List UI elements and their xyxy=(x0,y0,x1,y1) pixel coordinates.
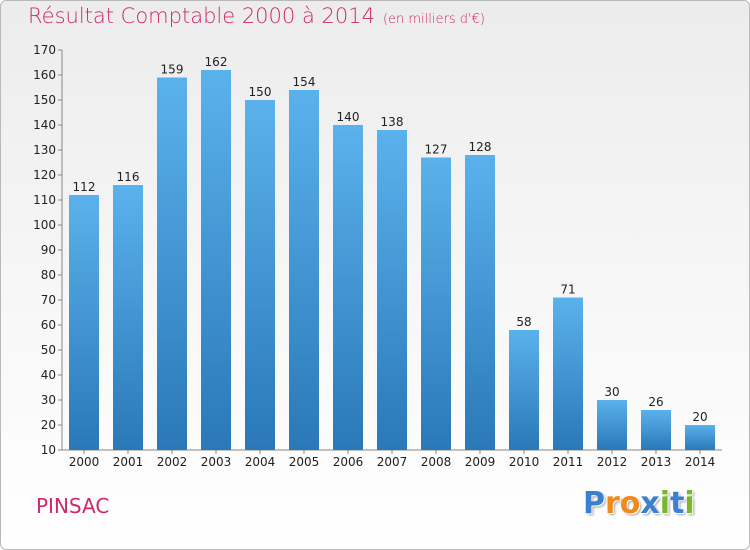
chart-subtitle: (en milliers d'€) xyxy=(382,12,485,27)
data-label: 140 xyxy=(337,110,360,124)
x-tick-label: 2001 xyxy=(113,455,144,469)
data-label: 159 xyxy=(161,63,184,77)
x-tick-label: 2003 xyxy=(201,455,232,469)
logo-letter: i xyxy=(684,486,695,521)
bars xyxy=(69,70,715,450)
chart-title: Résultat Comptable 2000 à 2014 (en millie… xyxy=(28,4,485,28)
bar-2007 xyxy=(377,130,407,450)
y-tick-label: 90 xyxy=(41,243,56,257)
x-tick-label: 2005 xyxy=(289,455,320,469)
y-tick-label: 170 xyxy=(33,43,56,57)
y-tick-label: 160 xyxy=(33,68,56,82)
x-tick-label: 2004 xyxy=(245,455,276,469)
logo-letter: o xyxy=(619,486,641,521)
value-labels: 112 116 159 162 150 154 140 138 127 128 58 71 30 26 20 xyxy=(73,55,708,424)
y-tick-label: 130 xyxy=(33,143,56,157)
y-tick-label: 140 xyxy=(33,118,56,132)
data-label: 154 xyxy=(293,75,316,89)
x-tick-label: 2008 xyxy=(421,455,452,469)
data-label: 150 xyxy=(249,85,272,99)
y-tick-label: 80 xyxy=(41,268,56,282)
x-tick-label: 2006 xyxy=(333,455,364,469)
logo-letter: i xyxy=(659,486,671,521)
bar-2004 xyxy=(245,100,275,450)
bar-2000 xyxy=(69,195,99,450)
data-label: 26 xyxy=(648,395,663,409)
y-tick-label: 20 xyxy=(41,418,56,432)
y-tick-label: 70 xyxy=(41,293,56,307)
data-label: 128 xyxy=(469,140,492,154)
x-tick-label: 2007 xyxy=(377,455,408,469)
x-tick-label: 2010 xyxy=(509,455,540,469)
bar-2006 xyxy=(333,125,363,450)
data-label: 116 xyxy=(117,170,140,184)
town-name: PINSAC xyxy=(36,494,110,518)
bar-2003 xyxy=(201,70,231,450)
bar-2013 xyxy=(641,410,671,450)
y-tick-label: 110 xyxy=(33,193,56,207)
bar-2001 xyxy=(113,185,143,450)
y-tick-label: 100 xyxy=(33,218,56,232)
bar-2010 xyxy=(509,330,539,450)
y-tick-label: 10 xyxy=(41,443,56,457)
x-tick-label: 2002 xyxy=(157,455,188,469)
y-tick-label: 40 xyxy=(41,368,56,382)
logo-letter: t xyxy=(670,486,685,521)
y-tick-label: 60 xyxy=(41,318,56,332)
data-label: 112 xyxy=(73,180,96,194)
data-label: 71 xyxy=(560,283,575,297)
y-tick-label: 50 xyxy=(41,343,56,357)
x-tick-label: 2000 xyxy=(69,455,100,469)
data-label: 162 xyxy=(205,55,228,69)
data-label: 138 xyxy=(381,115,404,129)
data-label: 58 xyxy=(516,315,531,329)
bar-2011 xyxy=(553,297,583,450)
bar-2002 xyxy=(157,77,187,450)
bar-2008 xyxy=(421,157,451,450)
logo-letter: x xyxy=(640,486,660,521)
x-tick-label: 2012 xyxy=(597,455,628,469)
proxiti-logo[interactable]: Proxiti xyxy=(583,486,695,521)
bar-2014 xyxy=(685,425,715,450)
x-tick-label: 2011 xyxy=(553,455,584,469)
data-label: 127 xyxy=(425,143,448,157)
y-tick-label: 30 xyxy=(41,393,56,407)
logo-letter: P xyxy=(583,486,605,521)
x-tick-label: 2009 xyxy=(465,455,496,469)
x-tick-label: 2014 xyxy=(685,455,716,469)
data-label: 20 xyxy=(692,410,707,424)
y-tick-label: 150 xyxy=(33,93,56,107)
x-tick-label: 2013 xyxy=(641,455,672,469)
y-tick-label: 120 xyxy=(33,168,56,182)
bar-2009 xyxy=(465,155,495,450)
bar-2012 xyxy=(597,400,627,450)
logo-letter: r xyxy=(605,486,620,521)
chart-title-text: Résultat Comptable 2000 à 2014 xyxy=(28,4,375,28)
bar-2005 xyxy=(289,90,319,450)
data-label: 30 xyxy=(604,385,619,399)
